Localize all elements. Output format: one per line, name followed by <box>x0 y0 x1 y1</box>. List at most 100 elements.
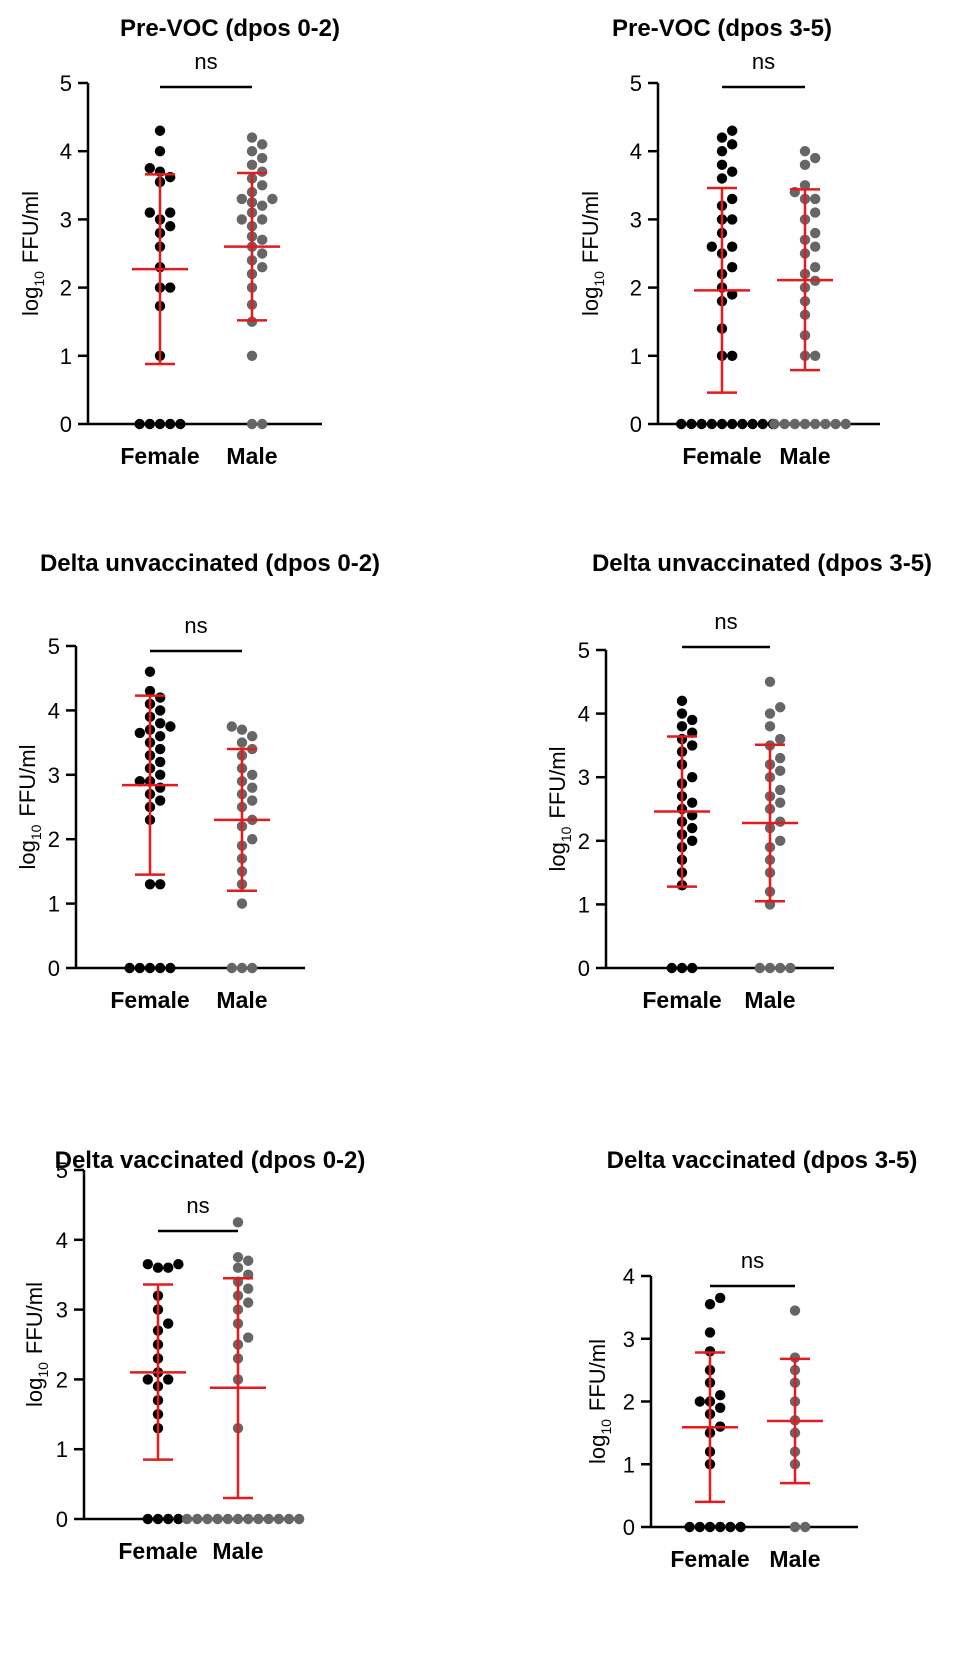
data-point-female <box>686 740 698 751</box>
data-point-female <box>154 418 166 430</box>
data-point-male <box>774 702 786 713</box>
data-point-female <box>144 666 156 677</box>
data-point-male <box>809 207 821 218</box>
y-axis-label-subscript: 10 <box>35 1362 51 1378</box>
y-axis-label: log10 FFU/ml <box>578 191 607 316</box>
data-point-female <box>165 962 176 974</box>
data-point-male <box>242 1513 254 1525</box>
data-point-male <box>799 146 811 157</box>
data-point-male <box>809 152 821 164</box>
data-point-male <box>256 139 268 150</box>
data-point-female <box>154 692 166 703</box>
y-tick-label: 3 <box>60 207 72 232</box>
data-point-male <box>809 418 821 430</box>
chart-title: Pre-VOC (dpos 3-5) <box>612 15 832 42</box>
y-tick-label: 2 <box>48 827 60 852</box>
data-point-female <box>716 159 728 171</box>
y-tick-label: 3 <box>56 1298 68 1323</box>
data-point-male <box>236 962 248 974</box>
data-point-male <box>256 418 268 430</box>
data-point-male <box>242 1283 254 1294</box>
data-point-male <box>256 214 268 225</box>
y-tick-label: 1 <box>56 1437 68 1462</box>
y-tick-label: 2 <box>578 829 590 854</box>
data-point-male <box>246 834 258 845</box>
data-point-male <box>212 1513 223 1525</box>
y-tick-label: 2 <box>630 276 642 301</box>
x-category-label: Male <box>744 987 795 1013</box>
data-point-female <box>686 772 698 783</box>
data-point-female <box>704 1346 716 1357</box>
data-point-female <box>684 1521 695 1533</box>
y-axis-label-subscript: 10 <box>591 271 607 287</box>
data-point-female <box>162 1513 174 1525</box>
data-point-female <box>704 1327 716 1338</box>
y-tick-label: 5 <box>630 71 642 96</box>
data-point-female <box>735 1521 746 1533</box>
data-point-male <box>246 159 258 171</box>
y-tick-label: 1 <box>60 344 72 369</box>
y-tick-label: 0 <box>623 1515 635 1540</box>
data-point-male <box>764 676 776 687</box>
data-point-female <box>686 835 698 846</box>
data-point-female <box>144 685 156 697</box>
x-category-label: Male <box>779 443 830 469</box>
data-point-male <box>774 765 786 777</box>
y-tick-label: 1 <box>630 344 642 369</box>
data-point-male <box>246 962 258 974</box>
data-point-male <box>809 261 821 273</box>
y-axis-label: log10 FFU/ml <box>545 746 574 871</box>
y-tick-label: 2 <box>623 1390 635 1415</box>
y-tick-label: 4 <box>56 1228 68 1253</box>
data-point-female <box>694 1396 706 1407</box>
y-tick-label: 4 <box>630 139 642 164</box>
data-point-female <box>704 1299 716 1310</box>
data-point-male <box>236 193 248 205</box>
data-point-female <box>726 125 738 136</box>
y-tick-label: 0 <box>578 956 590 981</box>
data-point-male <box>789 1305 801 1316</box>
data-point-male <box>226 962 238 974</box>
data-point-male <box>774 733 786 745</box>
data-point-male <box>764 962 776 974</box>
x-category-label: Male <box>769 1546 820 1572</box>
data-point-female <box>726 418 738 430</box>
y-tick-label: 3 <box>630 207 642 232</box>
y-tick-label: 5 <box>56 1158 68 1183</box>
data-point-female <box>686 822 698 834</box>
y-axis-label-unit: FFU/ml <box>585 1339 610 1411</box>
data-point-male <box>267 193 278 205</box>
data-point-female <box>162 1374 174 1385</box>
data-point-female <box>737 418 748 430</box>
data-point-male <box>774 752 786 764</box>
x-category-label: Female <box>120 443 199 469</box>
data-point-female <box>716 418 728 430</box>
y-tick-label: 4 <box>60 139 72 164</box>
data-point-male <box>236 214 248 225</box>
data-point-male <box>192 1513 203 1525</box>
significance-label: ns <box>184 613 207 638</box>
chart-panel-2: Pre-VOC (dpos 3-5) 0 1 2 3 4 5 log10 FFU/ml Femal… <box>578 15 880 469</box>
data-point-female <box>706 418 718 430</box>
data-point-male <box>246 146 258 157</box>
data-point-female <box>152 1262 164 1273</box>
data-point-female <box>134 418 145 430</box>
chart-title: Pre-VOC (dpos 0-2) <box>120 15 340 42</box>
data-point-female <box>726 350 738 361</box>
data-point-male <box>242 1332 254 1343</box>
y-axis-label-subscript: 10 <box>31 271 47 287</box>
data-point-male <box>222 1513 234 1525</box>
data-point-male <box>789 418 801 430</box>
chart-panel-3: Delta unvaccinated (dpos 0-2) 0 1 2 3 4 5 log10… <box>15 550 380 1013</box>
data-point-female <box>726 139 738 150</box>
data-point-female <box>694 1521 706 1533</box>
significance-label: ns <box>194 49 217 74</box>
data-point-female <box>704 1521 716 1533</box>
y-axis-label-subscript: 10 <box>28 824 44 840</box>
data-point-female <box>142 1513 154 1525</box>
data-point-male <box>246 418 258 430</box>
chart-panel-1: Pre-VOC (dpos 0-2) 0 1 2 3 4 5 log10 FFU/ml Femal… <box>18 15 340 469</box>
data-point-male <box>236 898 248 909</box>
data-point-female <box>154 743 166 755</box>
